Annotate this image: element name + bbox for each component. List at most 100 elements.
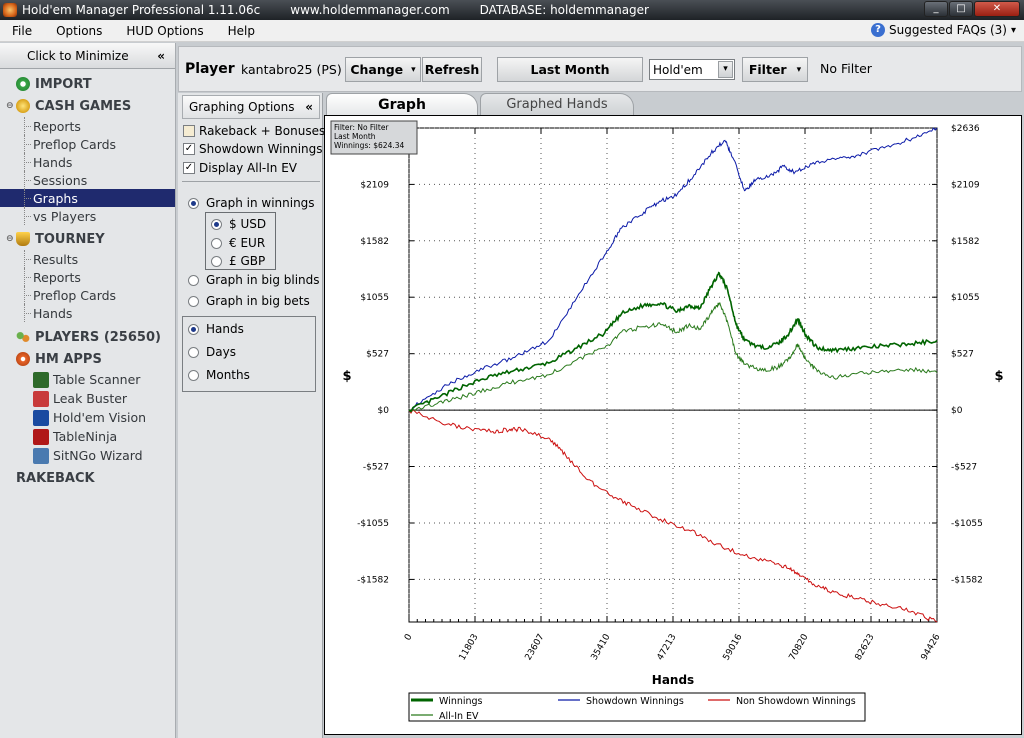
sidebar-item-reports[interactable]: Reports — [0, 268, 175, 286]
showdown-winnings-label: Showdown Winnings — [199, 142, 323, 156]
help-icon: ? — [871, 23, 886, 37]
months-label: Months — [206, 368, 250, 382]
coins-icon — [16, 99, 30, 113]
gbp-radio[interactable] — [211, 256, 222, 267]
y-tick-label-left: $2109 — [360, 180, 389, 190]
legend-label: Winnings — [439, 696, 483, 707]
app-label: Hold'em Vision — [53, 410, 147, 425]
graph-tabs: Graph Graphed Hands — [324, 93, 1022, 115]
filter-info-line: Winnings: $624.34 — [334, 141, 405, 150]
y-tick-label-left: $1582 — [360, 237, 389, 247]
app-label: TableNinja — [53, 429, 118, 444]
filter-info-line: Last Month — [334, 132, 376, 141]
y-axis-title-right: $ — [994, 369, 1003, 384]
nav-tourney[interactable]: ⊖ TOURNEY — [0, 228, 175, 250]
y-tick-label-right: -$1055 — [951, 519, 983, 529]
sidebar-item-reports[interactable]: Reports — [0, 117, 175, 135]
sidebar-app-hold-em-vision[interactable]: Hold'em Vision — [0, 408, 175, 427]
sidebar-app-table-scanner[interactable]: Table Scanner — [0, 370, 175, 389]
sidebar-app-sitngo-wizard[interactable]: SitNGo Wizard — [0, 446, 175, 465]
suggested-faqs-label: Suggested FAQs (3) — [889, 23, 1007, 37]
filter-info-line: Filter: No Filter — [334, 123, 389, 132]
x-tick-label: 59016 — [722, 632, 745, 662]
filter-status: No Filter — [820, 61, 872, 76]
rakeback-checkbox[interactable] — [183, 125, 195, 137]
nav-players-label: PLAYERS (25650) — [35, 329, 161, 345]
filter-button[interactable]: Filter ▾ — [742, 57, 808, 82]
menu-bar: File Options HUD Options Help ? Suggeste… — [0, 20, 1024, 42]
months-radio[interactable] — [188, 370, 199, 381]
sidebar-item-graphs[interactable]: Graphs — [0, 189, 175, 207]
rakeback-label: Rakeback + Bonuses — [199, 124, 326, 138]
combo-arrow-icon[interactable]: ▾ — [718, 61, 733, 78]
sidebar-item-sessions[interactable]: Sessions — [0, 171, 175, 189]
nav-import-label: IMPORT — [35, 76, 92, 92]
app-label: SitNGo Wizard — [53, 448, 143, 463]
big-blinds-radio[interactable] — [188, 275, 199, 286]
chart-svg: $2636$2636$2109$2109$1582$1582$1055$1055… — [330, 120, 1004, 722]
eur-label: € EUR — [229, 236, 266, 250]
menu-hud-options[interactable]: HUD Options — [126, 23, 204, 38]
nav-rakeback[interactable]: RAKEBACK — [16, 470, 95, 486]
collapse-tree-icon: ⊖ — [6, 101, 14, 111]
tab-graphed-hands[interactable]: Graphed Hands — [480, 93, 634, 115]
refresh-button[interactable]: Refresh — [422, 57, 482, 82]
all-in-ev-checkbox[interactable]: ✓ — [183, 162, 195, 174]
y-tick-label-left: -$1582 — [357, 575, 389, 585]
date-range-button[interactable]: Last Month — [497, 57, 643, 82]
x-tick-label: 82623 — [854, 633, 877, 663]
legend-label: All-In EV — [439, 711, 479, 722]
game-type-select[interactable]: Hold'em ▾ — [649, 59, 735, 80]
close-window-button[interactable]: ✕ — [974, 1, 1020, 17]
graphing-options-header[interactable]: Graphing Options « — [182, 95, 320, 119]
nav-hm-apps[interactable]: HM APPS — [0, 348, 175, 370]
x-tick-label: 0 — [403, 632, 415, 642]
nav-cash-games-label: CASH GAMES — [35, 98, 132, 114]
nav-import[interactable]: IMPORT — [0, 73, 175, 95]
menu-file[interactable]: File — [12, 23, 33, 38]
table-ninja-icon — [33, 428, 49, 445]
big-blinds-label: Graph in big blinds — [206, 273, 320, 287]
nav-cash-games[interactable]: ⊖ CASH GAMES — [0, 95, 175, 117]
sidebar-item-hands[interactable]: Hands — [0, 304, 175, 322]
x-tick-label: 47213 — [656, 633, 679, 663]
x-tick-label: 94426 — [920, 632, 943, 662]
usd-radio[interactable] — [211, 219, 222, 230]
nav-players[interactable]: PLAYERS (25650) — [0, 326, 175, 348]
days-radio[interactable] — [188, 347, 199, 358]
sidebar-item-vs-players[interactable]: vs Players — [0, 207, 175, 225]
sidebar-app-tableninja[interactable]: TableNinja — [0, 427, 175, 446]
days-label: Days — [206, 345, 236, 359]
tab-graph[interactable]: Graph — [326, 93, 478, 115]
sidebar-app-leak-buster[interactable]: Leak Buster — [0, 389, 175, 408]
graph-winnings-label: Graph in winnings — [206, 196, 315, 210]
suggested-faqs-menu[interactable]: ? Suggested FAQs (3) ▾ — [871, 23, 1016, 37]
game-type-value: Hold'em — [653, 62, 703, 77]
menu-help[interactable]: Help — [227, 23, 255, 38]
sidebar-item-preflop-cards[interactable]: Preflop Cards — [0, 135, 175, 153]
change-label: Change — [350, 62, 404, 77]
graph-winnings-radio[interactable] — [188, 198, 199, 209]
minimize-window-button[interactable]: _ — [924, 1, 948, 17]
sitngo-wizard-icon — [33, 447, 49, 464]
app-icon — [3, 3, 17, 17]
big-bets-radio[interactable] — [188, 296, 199, 307]
showdown-winnings-checkbox[interactable]: ✓ — [183, 143, 195, 155]
x-tick-label: 35410 — [590, 632, 613, 662]
change-player-button[interactable]: Change ▾ — [345, 57, 421, 82]
divider — [182, 181, 320, 182]
player-name: kantabro25 (PS) — [241, 62, 342, 77]
minimize-sidebar-button[interactable]: Click to Minimize « — [0, 43, 175, 69]
y-tick-label-right: $1055 — [951, 293, 980, 303]
y-tick-label-left: $1055 — [360, 293, 389, 303]
sidebar-item-preflop-cards[interactable]: Preflop Cards — [0, 286, 175, 304]
sidebar-item-results[interactable]: Results — [0, 250, 175, 268]
eur-radio[interactable] — [211, 238, 222, 249]
sidebar-item-hands[interactable]: Hands — [0, 153, 175, 171]
collapse-chevron-icon: « — [305, 100, 313, 114]
window-title: Hold'em Manager Professional 1.11.06c — [22, 3, 261, 17]
maximize-window-button[interactable]: □ — [949, 1, 973, 17]
menu-options[interactable]: Options — [56, 23, 103, 38]
graphing-options-panel: Graphing Options « Rakeback + Bonuses ✓ … — [178, 93, 326, 738]
hands-radio[interactable] — [188, 324, 199, 335]
